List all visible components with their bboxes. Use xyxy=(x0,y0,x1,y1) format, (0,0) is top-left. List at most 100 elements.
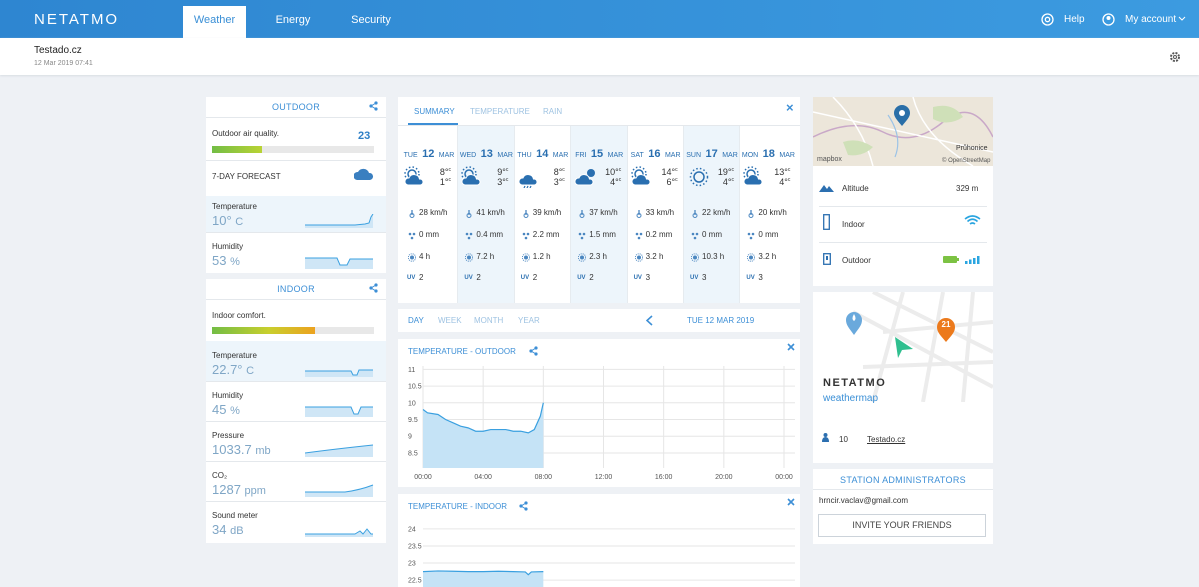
value: 4° xyxy=(722,177,732,187)
close[interactable]: × xyxy=(786,100,794,115)
sparkline xyxy=(305,484,374,497)
altitude-label: Altitude xyxy=(842,184,869,193)
glyph xyxy=(580,255,585,260)
nav-tab[interactable]: Energy xyxy=(275,14,311,26)
period-tab[interactable]: WEEK xyxy=(438,316,462,325)
station-link[interactable]: Testado.cz xyxy=(867,435,906,444)
uv: 2 xyxy=(419,273,424,282)
wind: 39 km/h xyxy=(532,208,562,217)
weather-icon xyxy=(630,166,651,186)
glyph xyxy=(408,253,416,262)
value: 9° xyxy=(497,167,506,177)
glyph xyxy=(523,213,529,218)
glyph xyxy=(578,253,587,262)
temp-low: 4°c xyxy=(723,177,734,187)
map-logo: mapbox xyxy=(817,156,842,163)
glyph xyxy=(749,255,754,260)
value: 22.7° xyxy=(212,362,243,377)
forecast-day: TUE 12 MAR 8°c 1°c 28 km/h 0 mm 4 h UV 2 xyxy=(401,126,457,303)
glyph xyxy=(748,232,751,236)
temp-low: 1°c xyxy=(440,177,451,187)
rain-icon xyxy=(691,232,699,240)
month: MAR xyxy=(779,152,795,159)
rays xyxy=(404,166,420,182)
temp-low: 4°c xyxy=(610,177,621,187)
unit: c xyxy=(505,167,509,173)
share-icon[interactable] xyxy=(369,283,378,293)
month: MAR xyxy=(607,152,624,159)
wind: 37 km/h xyxy=(589,208,618,217)
help-icon[interactable] xyxy=(1041,13,1054,26)
uv-label: UV xyxy=(577,275,586,281)
logo[interactable]: NETATMO xyxy=(34,11,120,28)
wind-icon xyxy=(579,210,585,218)
rain-icon xyxy=(408,232,416,240)
altitude-value: 329 m xyxy=(956,184,979,193)
brand: NETATMO xyxy=(823,377,887,389)
temp-low: 6°c xyxy=(666,177,677,187)
divider xyxy=(206,117,386,118)
settings-icon[interactable] xyxy=(1169,51,1181,63)
invite-button[interactable]: INVITE YOUR FRIENDS xyxy=(818,514,986,537)
humidity-label: Humidity xyxy=(212,242,244,251)
period-tab[interactable]: DAY xyxy=(408,316,424,325)
row-label: Sound meter xyxy=(212,511,258,520)
nav-tab[interactable]: Security xyxy=(351,14,391,26)
sun-icon xyxy=(408,253,416,262)
glyph xyxy=(522,232,526,236)
divider xyxy=(206,232,386,233)
chevron[interactable] xyxy=(1178,16,1186,22)
period-tab[interactable]: MONTH xyxy=(474,316,504,325)
day: MON xyxy=(741,152,759,159)
sparkline xyxy=(305,406,373,417)
air-quality-bar xyxy=(212,146,374,153)
month: MAR xyxy=(438,152,455,159)
account-icon[interactable] xyxy=(1102,13,1115,26)
forecast-day: THU 14 MAR 8°c 3°c 39 km/h 2.2 mm 1.2 h UV 2 xyxy=(513,126,571,303)
forecast-label: 7-DAY FORECAST xyxy=(212,172,281,181)
rain: 0.4 mm xyxy=(476,230,504,239)
nav-tab-active[interactable] xyxy=(183,6,246,38)
help-link[interactable]: Help xyxy=(1064,14,1085,25)
value: 1° xyxy=(439,177,449,187)
chart-panel xyxy=(398,339,800,487)
value: 3° xyxy=(553,177,563,187)
share-icon[interactable] xyxy=(369,101,378,111)
unit: c xyxy=(731,177,735,183)
wind: 22 km/h xyxy=(702,208,731,217)
sparkline-line xyxy=(305,406,373,415)
cloud xyxy=(631,174,651,186)
unit: mb xyxy=(255,445,271,457)
sparkline-area xyxy=(305,445,373,457)
row-label: CO₂ xyxy=(212,471,228,480)
nav-bar xyxy=(0,0,1199,38)
glyph xyxy=(693,236,697,240)
unit: c xyxy=(448,177,452,183)
prev-arrow[interactable] xyxy=(646,315,653,326)
account-link[interactable]: My account xyxy=(1125,14,1177,25)
value: 8° xyxy=(439,167,449,177)
pin-value: 21 xyxy=(941,320,951,329)
date: 17 xyxy=(705,148,718,160)
unit: c xyxy=(562,177,565,183)
tab[interactable]: TEMPERATURE xyxy=(470,107,530,116)
user-icon xyxy=(822,433,829,442)
row-label: Humidity xyxy=(212,391,244,400)
tab[interactable]: SUMMARY xyxy=(414,107,455,116)
unit: dB xyxy=(230,525,244,537)
glyph xyxy=(639,232,642,236)
divider xyxy=(819,242,987,243)
temp-high: 8°c xyxy=(554,167,565,177)
day-header: THU 14 MAR xyxy=(515,144,571,162)
map xyxy=(813,97,993,166)
sparkline xyxy=(305,214,374,228)
value: 10° xyxy=(605,167,619,177)
weathermap-panel[interactable]: 21 NETATMO weathermap 10 Testado.cz xyxy=(813,292,993,463)
row-value: 45 % xyxy=(212,402,240,417)
nav-tab[interactable]: Weather xyxy=(193,14,236,26)
period-tab[interactable]: YEAR xyxy=(518,316,540,325)
glyph xyxy=(521,253,530,262)
divider xyxy=(206,461,386,462)
tab[interactable]: RAIN xyxy=(543,107,563,116)
day: WED xyxy=(459,152,477,159)
